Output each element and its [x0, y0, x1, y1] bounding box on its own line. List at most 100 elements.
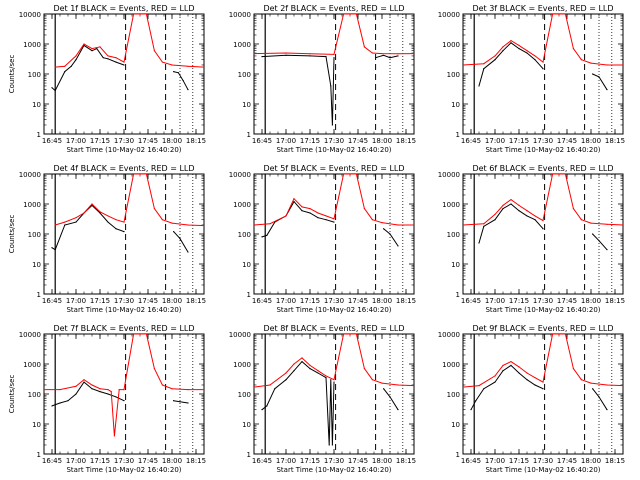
lld-point — [483, 223, 485, 225]
y-tick-label: 10000 — [438, 331, 460, 339]
events-point — [173, 71, 175, 73]
lld-point — [161, 219, 163, 221]
lld-point — [333, 53, 335, 56]
lld-point — [91, 203, 93, 205]
events-point — [383, 228, 385, 230]
series-events-line — [51, 44, 189, 92]
events-point — [123, 231, 125, 233]
y-tick-label: 100 — [238, 71, 251, 79]
events-point — [293, 201, 295, 203]
y-tick-label: 10000 — [438, 171, 460, 179]
lld-point — [590, 382, 592, 384]
events-point — [83, 381, 85, 383]
y-tick-label: 10000 — [19, 331, 41, 339]
events-point — [64, 224, 66, 226]
x-tick-label: 17:45 — [557, 457, 577, 465]
events-point — [598, 240, 600, 242]
x-tick-label: 18:15 — [605, 297, 625, 305]
lld-point — [254, 52, 255, 55]
lld-point — [526, 372, 528, 374]
lld-point — [622, 385, 623, 387]
detector-panel-6: Det 6f BLACK = Events, RED = LLD 1 10 100 10… — [438, 164, 625, 314]
events-point — [330, 379, 332, 381]
x-tick-label: 18:15 — [186, 297, 206, 305]
events-point — [375, 57, 377, 59]
events-point — [107, 221, 109, 223]
events-point — [526, 215, 528, 217]
lld-point — [317, 370, 319, 372]
lld-point — [622, 224, 623, 226]
lld-point — [153, 50, 155, 52]
lld-point — [552, 14, 554, 15]
x-tick-label: 17:30 — [114, 137, 134, 145]
events-point — [510, 203, 512, 205]
series-events-line — [261, 54, 399, 126]
lld-point — [269, 384, 271, 386]
x-tick-label: 18:00 — [372, 297, 392, 305]
detector-panel-3: Det 3f BLACK = Events, RED = LLD 1 10 100 10… — [438, 4, 625, 154]
events-point — [333, 57, 335, 59]
lld-point — [139, 334, 141, 335]
events-point — [266, 405, 268, 407]
lld-point — [518, 44, 520, 46]
events-point — [325, 219, 327, 221]
events-point — [534, 384, 536, 386]
x-tick-label: 17:45 — [348, 137, 368, 145]
events-point — [478, 85, 480, 87]
lld-point — [107, 215, 109, 217]
events-point — [389, 233, 391, 235]
lld-point — [333, 218, 335, 220]
lld-point — [123, 221, 125, 223]
lld-point — [526, 50, 528, 52]
lld-point — [580, 219, 583, 221]
x-tick-label: 17:00 — [485, 137, 505, 145]
lld-point — [171, 64, 173, 66]
events-point — [75, 59, 77, 61]
y-axis-label: Counts/sec — [8, 55, 16, 94]
events-point — [606, 89, 608, 91]
x-axis-label: Start Time (10-May-02 16:40:20) — [485, 466, 600, 474]
y-tick-label: 10000 — [19, 11, 41, 19]
lld-point — [494, 213, 496, 216]
lld-point — [83, 212, 85, 214]
y-tick-label: 10 — [242, 261, 251, 269]
lld-point — [502, 364, 504, 366]
lld-point — [483, 63, 485, 65]
events-point — [266, 234, 268, 236]
series-lld-line — [55, 14, 204, 68]
events-point — [51, 405, 53, 407]
lld-point — [381, 382, 383, 384]
events-point — [397, 55, 399, 57]
x-tick-label: 17:45 — [138, 297, 158, 305]
x-tick-label: 18:15 — [186, 457, 206, 465]
events-point — [542, 388, 544, 390]
y-tick-label: 100 — [447, 231, 460, 239]
lld-point — [64, 221, 66, 223]
events-point — [51, 87, 53, 89]
lld-point — [293, 363, 295, 365]
series-events-line — [261, 200, 399, 247]
lld-point — [494, 55, 496, 57]
lld-point — [363, 208, 365, 210]
lld-point — [83, 379, 85, 381]
series-events-line — [51, 204, 189, 253]
x-tick-label: 16:45 — [461, 457, 481, 465]
lld-point — [285, 372, 287, 374]
lld-point — [518, 204, 520, 206]
events-point — [274, 388, 276, 390]
series-events-line — [261, 360, 399, 446]
y-tick-label: 1 — [37, 291, 41, 299]
lld-point — [171, 388, 173, 390]
lld-point — [75, 55, 77, 57]
events-point — [173, 231, 175, 233]
lld-point — [572, 368, 575, 370]
events-point — [534, 219, 536, 221]
lld-point — [115, 219, 117, 221]
events-point — [397, 409, 399, 411]
events-point — [542, 68, 544, 70]
lld-point — [494, 375, 496, 377]
events-point — [177, 72, 179, 74]
x-tick-label: 16:45 — [252, 297, 272, 305]
events-point — [606, 249, 608, 251]
